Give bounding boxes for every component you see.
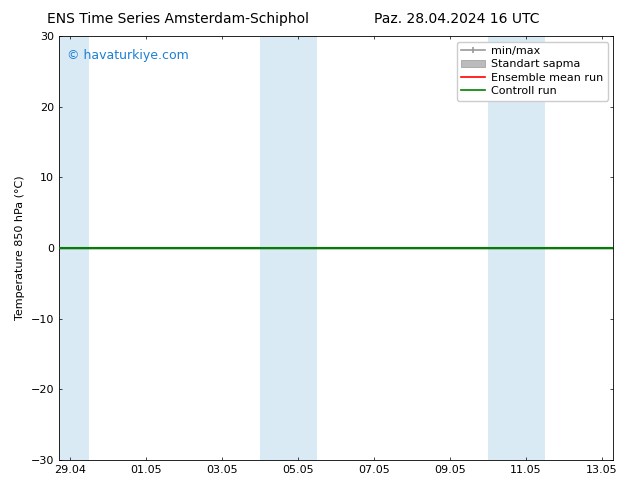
Text: Paz. 28.04.2024 16 UTC: Paz. 28.04.2024 16 UTC	[373, 12, 540, 26]
Y-axis label: Temperature 850 hPa (°C): Temperature 850 hPa (°C)	[15, 176, 25, 320]
Bar	[488, 36, 545, 460]
Bar	[59, 36, 89, 460]
Bar	[260, 36, 317, 460]
Legend: min/max, Standart sapma, Ensemble mean run, Controll run: min/max, Standart sapma, Ensemble mean r…	[456, 42, 608, 100]
Text: © havaturkiye.com: © havaturkiye.com	[67, 49, 189, 62]
Text: ENS Time Series Amsterdam-Schiphol: ENS Time Series Amsterdam-Schiphol	[46, 12, 309, 26]
